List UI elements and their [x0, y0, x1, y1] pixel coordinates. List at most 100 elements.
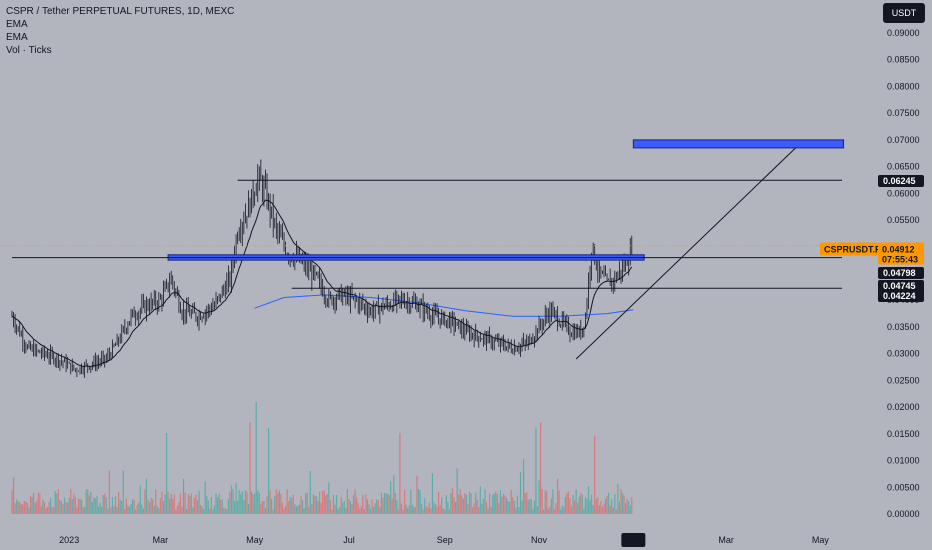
- volume-bar: [557, 478, 559, 514]
- indicator-ema-short[interactable]: EMA: [6, 19, 28, 30]
- volume-bar: [577, 502, 579, 514]
- volume-bar: [578, 496, 580, 514]
- volume-bar: [420, 503, 423, 514]
- volume-bar: [492, 495, 494, 514]
- volume-bar: [136, 504, 138, 514]
- volume-bar: [553, 508, 556, 514]
- price-tag-value: 0.06245: [883, 176, 916, 186]
- volume-bar: [39, 492, 41, 514]
- volume-bar: [14, 503, 16, 514]
- volume-bar: [77, 498, 80, 514]
- volume-bar: [484, 489, 486, 514]
- volume-bar: [444, 509, 446, 514]
- volume-bar: [382, 497, 384, 514]
- volume-bar: [609, 505, 611, 514]
- volume-bar: [97, 506, 100, 514]
- volume-bar: [600, 501, 602, 514]
- volume-bar: [374, 503, 376, 514]
- volume-bar: [144, 489, 146, 514]
- volume-bar: [229, 491, 231, 514]
- volume-bar: [342, 502, 344, 514]
- volume-bar: [87, 489, 89, 514]
- volume-bar: [587, 486, 590, 514]
- volume-bar: [552, 489, 554, 514]
- price-tag-bg: [878, 280, 924, 292]
- volume-bar: [283, 508, 285, 514]
- volume-bar: [591, 494, 593, 514]
- volume-bar: [73, 493, 75, 514]
- volume-bar: [212, 509, 214, 514]
- volume-bar: [249, 422, 251, 514]
- volume-bar: [343, 500, 345, 514]
- y-tick-label: 0.02000: [887, 402, 920, 412]
- volume-bar: [156, 505, 158, 514]
- volume-bar: [471, 507, 474, 514]
- volume-bar: [428, 502, 430, 514]
- volume-bar: [502, 493, 505, 514]
- volume-bar: [360, 505, 362, 514]
- volume-bar: [544, 490, 546, 514]
- volume-bar: [603, 503, 605, 514]
- volume-bar: [238, 490, 240, 514]
- volume-bar: [623, 495, 625, 514]
- indicator-ema-long[interactable]: EMA: [6, 32, 28, 43]
- volume-bar: [40, 506, 42, 514]
- volume-bar: [71, 499, 73, 514]
- volume-bar: [165, 432, 168, 514]
- currency-button[interactable]: USDT: [883, 3, 925, 23]
- volume-bar: [393, 475, 395, 514]
- volume-bar: [16, 499, 18, 514]
- volume-bar: [275, 489, 277, 514]
- volume-bar: [441, 497, 443, 514]
- volume-bar: [158, 508, 160, 514]
- volume-bar: [612, 507, 614, 514]
- volume-bar: [148, 502, 151, 514]
- volume-bar: [416, 475, 418, 514]
- volume-bar: [461, 495, 463, 514]
- volume-bar: [17, 501, 19, 514]
- volume-bar: [50, 498, 52, 514]
- volume-bar: [540, 422, 542, 514]
- volume-bar: [512, 497, 514, 514]
- x-tick-label: Jul: [343, 535, 355, 545]
- volume-bar: [295, 506, 297, 514]
- volume-bar: [258, 492, 260, 514]
- volume-bar: [169, 498, 171, 514]
- chart-legend: CSPR / Tether PERPETUAL FUTURES, 1D, MEX…: [6, 5, 234, 57]
- volume-bar: [470, 493, 472, 514]
- volume-bar: [468, 491, 471, 514]
- volume-layer: [11, 401, 633, 514]
- volume-bar: [42, 499, 44, 514]
- volume-bar: [60, 501, 63, 514]
- volume-bar: [564, 496, 566, 514]
- symbol-title[interactable]: CSPR / Tether PERPETUAL FUTURES, 1D, MEX…: [6, 6, 235, 17]
- volume-bar: [453, 497, 455, 514]
- volume-bar: [170, 493, 172, 514]
- y-tick-label: 0.05500: [887, 215, 920, 225]
- volume-bar: [210, 496, 212, 514]
- volume-bar: [524, 493, 526, 514]
- volume-bar: [349, 501, 352, 514]
- volume-bar: [481, 503, 483, 514]
- volume-bar: [36, 500, 38, 514]
- x-tick-highlight: [621, 533, 646, 547]
- volume-bar: [159, 497, 161, 514]
- volume-bar: [281, 502, 284, 514]
- volume-bar: [155, 489, 157, 514]
- y-tick-label: 0.03000: [887, 349, 920, 359]
- indicator-volume[interactable]: Vol · Ticks: [6, 45, 52, 56]
- volume-bar: [485, 501, 488, 514]
- volume-bar: [340, 496, 342, 514]
- volume-bar: [198, 490, 200, 514]
- volume-bar: [291, 498, 293, 514]
- volume-bar: [527, 499, 529, 514]
- volume-bar: [535, 427, 537, 514]
- volume-bar: [414, 507, 417, 514]
- volume-bar: [240, 493, 242, 514]
- volume-bar: [216, 497, 219, 514]
- volume-bar: [408, 505, 410, 514]
- y-tick-label: 0.02500: [887, 375, 920, 385]
- volume-bar: [614, 494, 616, 514]
- volume-bar: [161, 491, 163, 514]
